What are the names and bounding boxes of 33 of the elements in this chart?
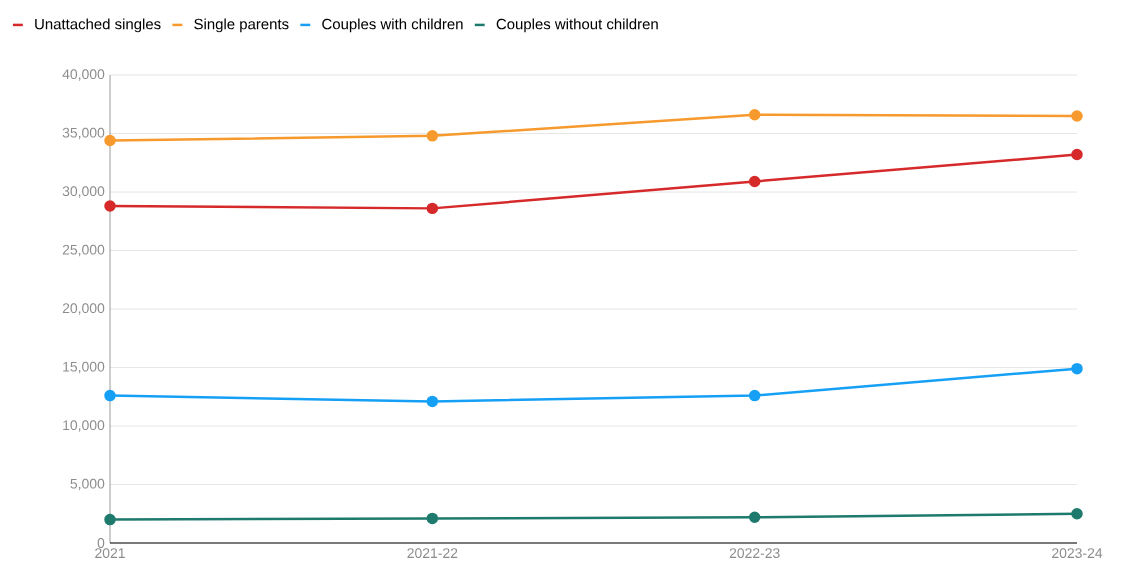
point bbox=[748, 511, 761, 524]
y-tick-label: 35,000 bbox=[62, 127, 105, 140]
point bbox=[1071, 508, 1083, 520]
y-tick-label: 0 bbox=[97, 538, 105, 548]
point bbox=[104, 389, 116, 402]
y-tick-label: 40,000 bbox=[62, 69, 105, 81]
x-tick-label: 2023-24 bbox=[1052, 548, 1103, 559]
point bbox=[104, 134, 116, 147]
y-tick-label: 20,000 bbox=[62, 303, 105, 315]
legend-label: Single parents bbox=[194, 18, 289, 33]
point bbox=[426, 130, 439, 142]
point bbox=[426, 395, 439, 408]
point bbox=[748, 109, 761, 121]
point bbox=[426, 202, 439, 215]
y-tick-label: 15,000 bbox=[63, 361, 105, 374]
y-tick-label: 10,000 bbox=[63, 420, 105, 432]
y-tick-label: 5,000 bbox=[70, 478, 105, 491]
x-tick-label: 2021 bbox=[95, 548, 125, 559]
point bbox=[1071, 148, 1083, 161]
legend-label: Unattached singles bbox=[35, 18, 161, 33]
point bbox=[104, 200, 116, 212]
x-tick-label: 2021-22 bbox=[407, 548, 458, 559]
point bbox=[1071, 110, 1083, 122]
y-tick-label: 25,000 bbox=[62, 244, 105, 257]
x-tick-label: 2022-23 bbox=[729, 548, 780, 559]
point bbox=[748, 175, 761, 188]
legend-label: Couples with children bbox=[322, 18, 463, 33]
point bbox=[1071, 362, 1083, 375]
point bbox=[104, 513, 116, 526]
legend-label: Couples without children bbox=[496, 18, 658, 33]
y-tick-label: 30,000 bbox=[62, 186, 105, 198]
point bbox=[426, 512, 439, 525]
point bbox=[748, 389, 761, 402]
